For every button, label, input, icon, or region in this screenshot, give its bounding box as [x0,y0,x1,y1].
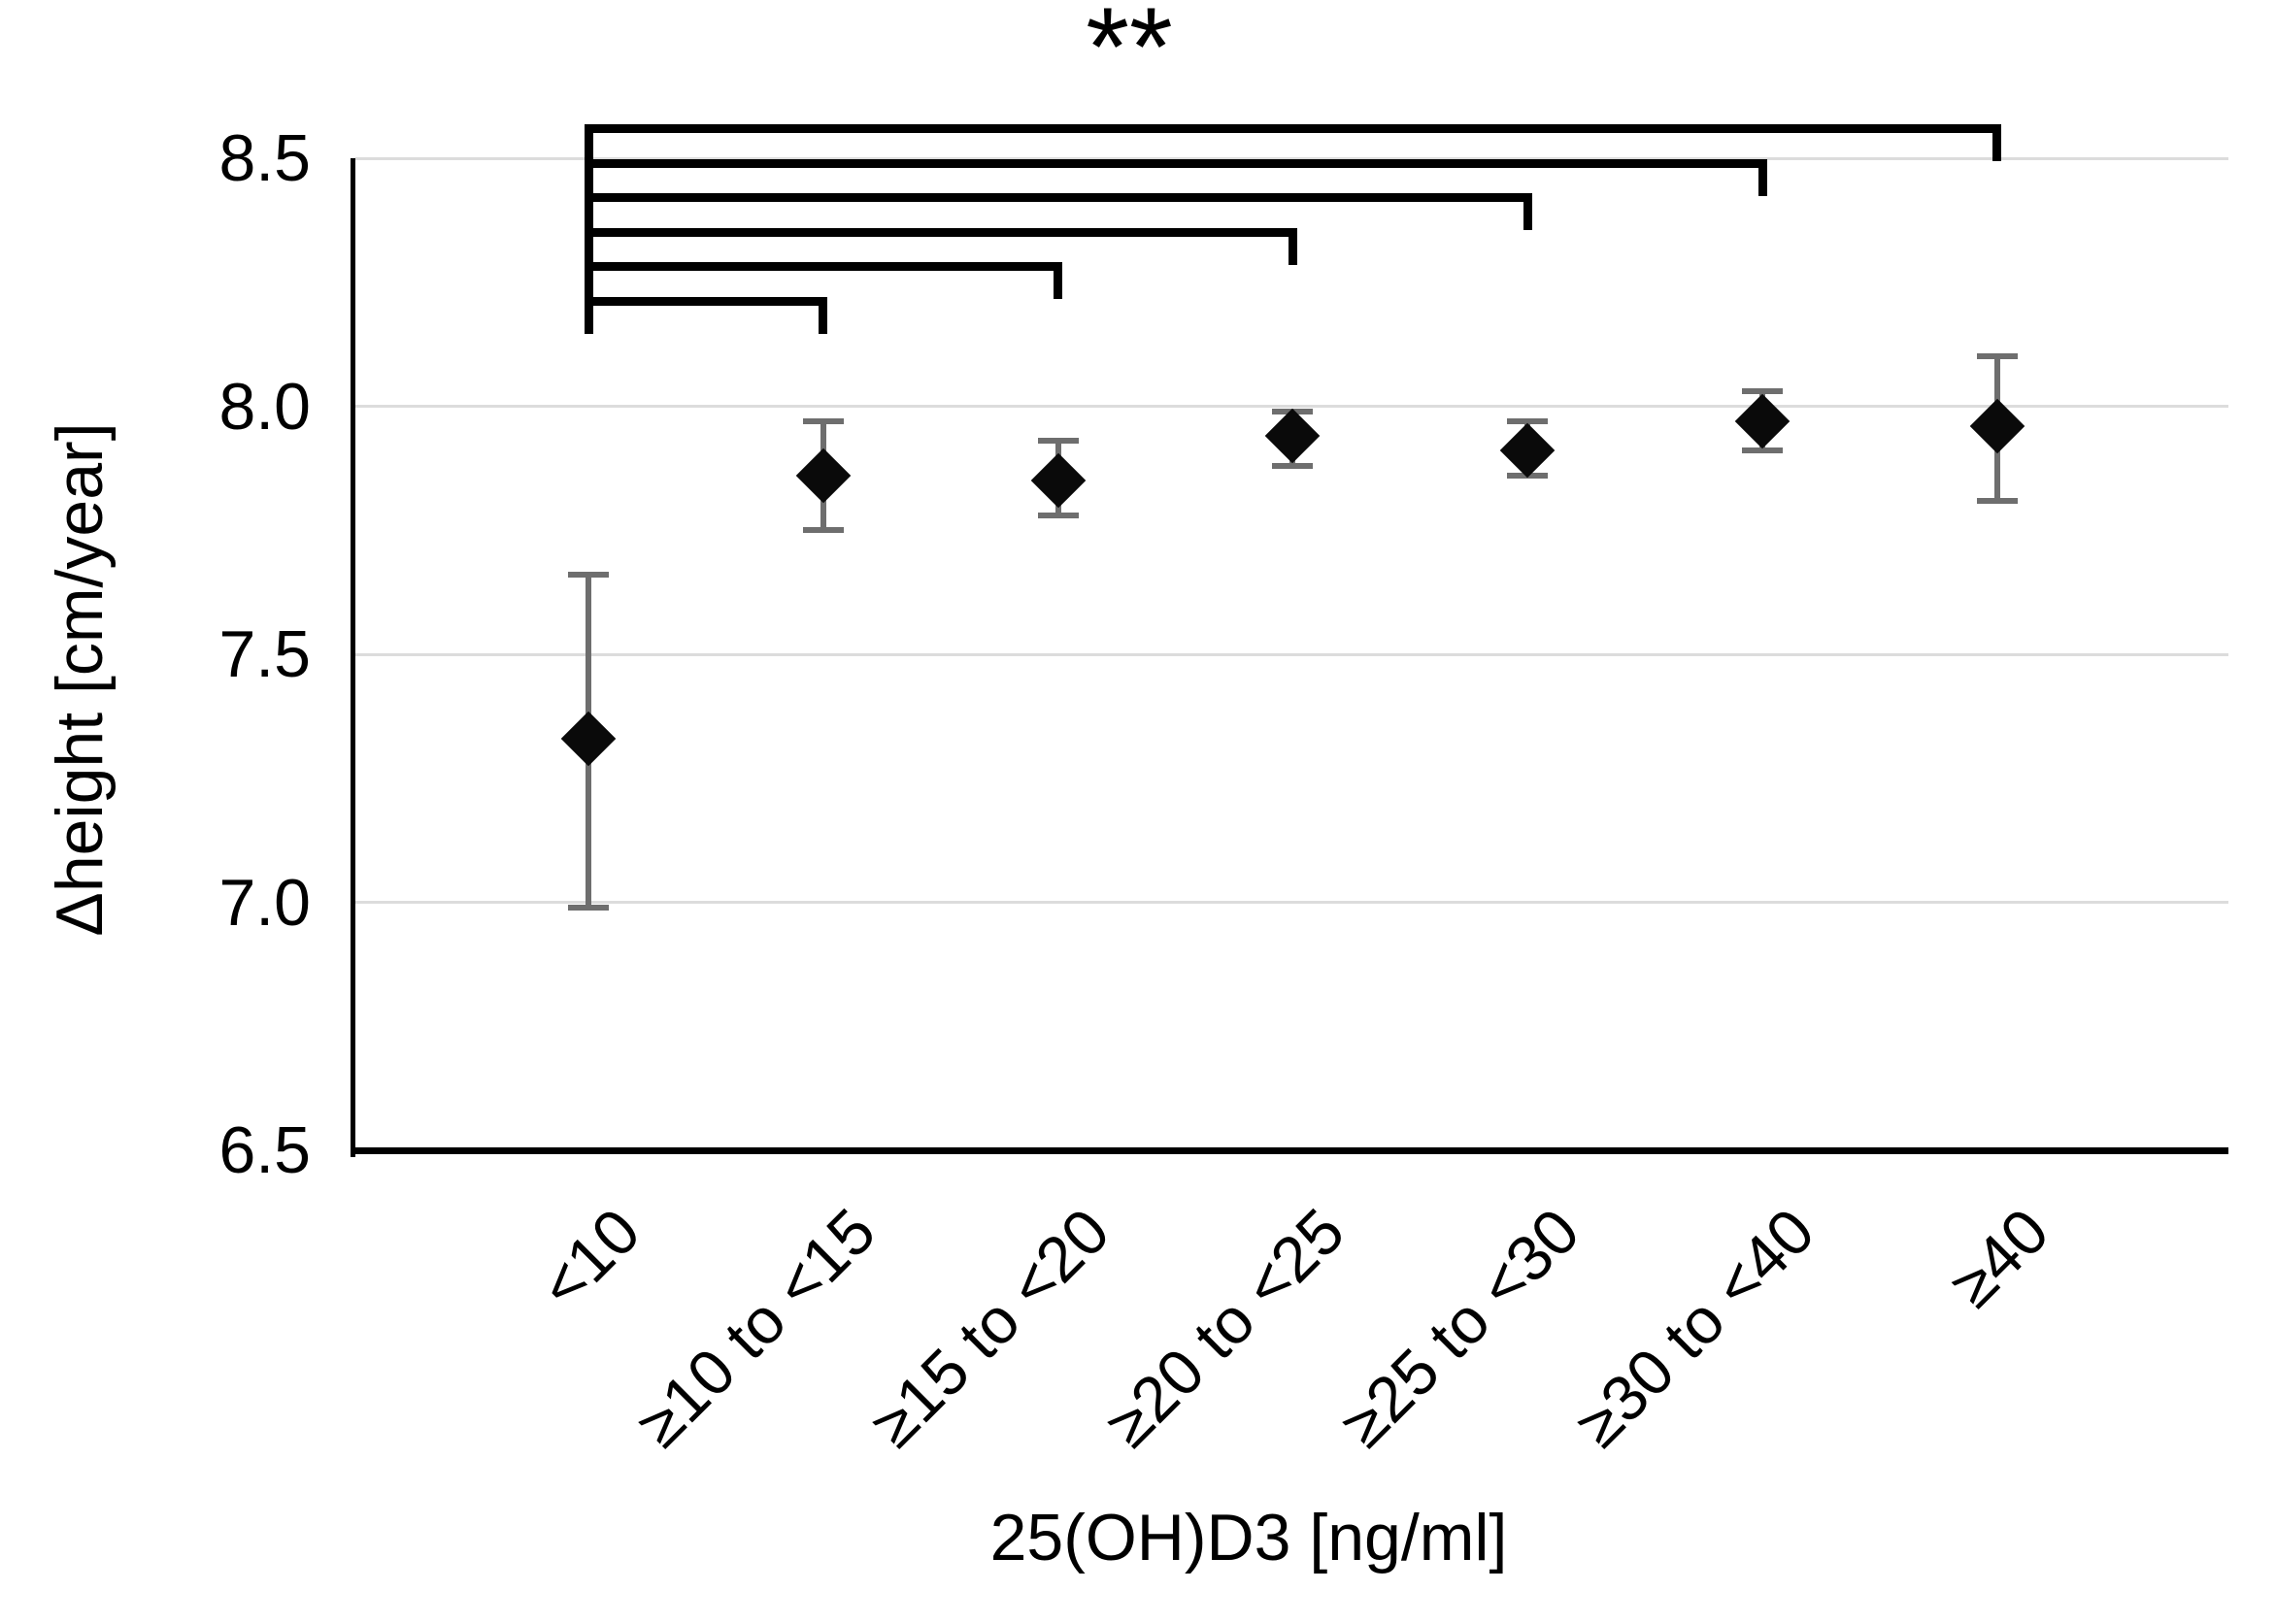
significance-bracket-left-leg [584,193,593,231]
significance-bracket [584,262,1063,272]
error-bar-top-cap [568,572,609,579]
error-bar-bottom-cap [568,904,609,911]
y-tick-label: 8.5 [218,121,311,195]
significance-bracket [584,124,2002,133]
significance-bracket-right-leg [1288,227,1297,265]
data-point-marker [560,711,617,767]
significance-bracket [584,158,1767,168]
y-tick-label: 8.0 [218,369,311,444]
significance-bracket-left-leg [584,297,593,334]
data-point-marker [1030,452,1086,509]
error-bar-top-cap [802,417,844,424]
significance-bracket [584,297,828,306]
y-gridline [355,405,2228,408]
error-bar-top-cap [1976,353,2018,360]
x-tick-label: ≥15 to <20 [856,1194,1123,1461]
significance-bracket-right-leg [1054,262,1063,300]
x-tick-label: <10 [525,1194,653,1323]
y-tick-label: 7.5 [218,617,311,691]
y-tick-label: 7.0 [218,865,311,940]
error-bar-bottom-cap [1976,497,2018,504]
x-tick-label: ≥20 to <25 [1091,1194,1358,1461]
x-axis-title: 25(OH)D3 [ng/ml] [989,1501,1508,1574]
error-bar-bottom-cap [1742,447,1784,454]
y-gridline [355,156,2228,160]
x-tick-label: ≥40 [1936,1194,2062,1321]
x-tick-label: ≥25 to <30 [1326,1194,1593,1461]
significance-bracket-right-leg [1992,124,2002,161]
data-point-marker [795,447,852,504]
data-point-marker [1734,393,1791,449]
significance-bracket-left-leg [584,158,593,196]
x-tick-label: ≥30 to <40 [1561,1194,1828,1461]
significance-bracket-right-leg [1757,158,1767,196]
x-tick-label: ≥10 to <15 [621,1194,888,1461]
y-axis-line [351,158,355,1157]
error-bar-bottom-cap [1037,512,1079,518]
error-bar-bottom-cap [1272,462,1314,469]
y-tick-label: 6.5 [218,1113,311,1187]
significance-bracket-right-leg [1523,193,1532,231]
significance-bracket-right-leg [819,297,828,334]
data-point-marker [1500,423,1556,479]
data-point-marker [1265,408,1321,464]
y-gridline [355,652,2228,656]
error-bar-top-cap [1507,417,1549,424]
significance-bracket-left-leg [584,262,593,300]
error-bar-bottom-cap [802,527,844,534]
significance-bracket-left-leg [584,124,593,161]
y-axis-title: Δheight [cm/year] [43,422,117,937]
significance-bracket [584,193,1532,203]
x-axis-line [351,1147,2228,1154]
error-bar-top-cap [1742,388,1784,395]
error-bar-top-cap [1037,438,1079,445]
significance-bracket [584,227,1297,237]
significance-bracket-left-leg [584,227,593,265]
y-gridline [355,901,2228,904]
significance-stars-label: ** [1086,0,1173,110]
